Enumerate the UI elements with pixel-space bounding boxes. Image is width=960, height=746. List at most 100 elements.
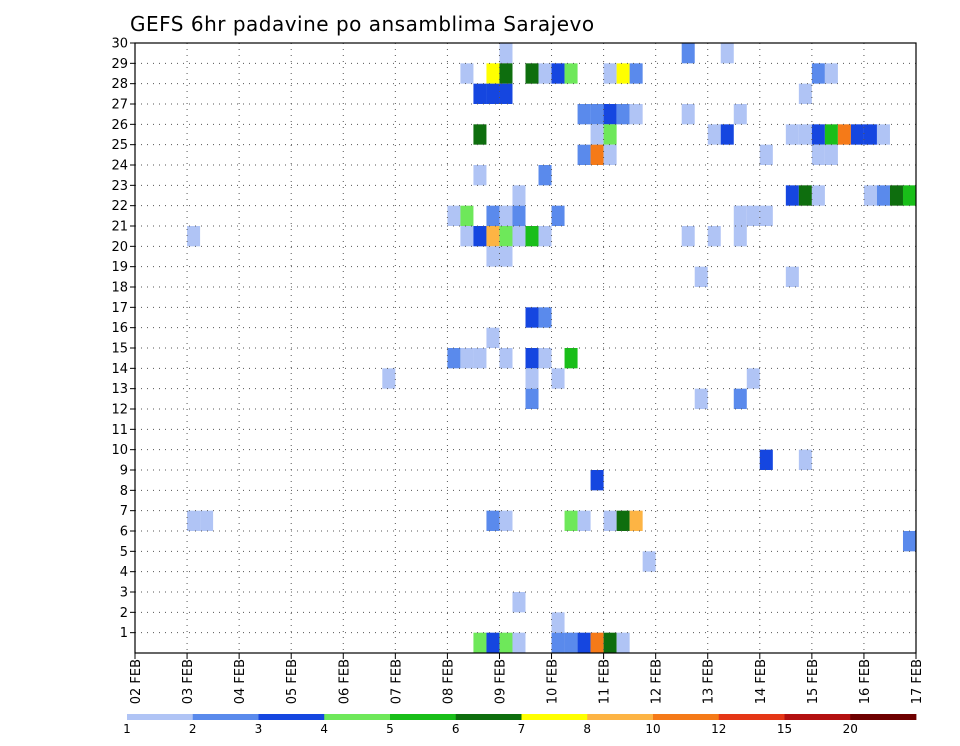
heatmap-cell <box>486 83 500 104</box>
heatmap-cell <box>681 43 695 64</box>
heatmap-cell <box>733 388 747 409</box>
heatmap-cell <box>681 104 695 125</box>
heatmap-cell <box>512 226 526 247</box>
x-tick-label: 04 FEB <box>233 659 248 704</box>
heatmap-cell <box>603 63 617 84</box>
heatmap-cell <box>707 124 721 145</box>
heatmap-cell <box>525 348 539 369</box>
heatmap-cell <box>694 266 708 287</box>
heatmap-cell <box>746 205 760 226</box>
y-tick-label: 8 <box>120 484 128 499</box>
x-tick-label: 10 FEB <box>546 659 561 704</box>
heatmap-cell <box>486 205 500 226</box>
heatmap-cell <box>603 510 617 531</box>
heatmap-cell <box>759 144 773 165</box>
heatmap-cell <box>499 632 513 653</box>
heatmap-cell <box>525 307 539 328</box>
heatmap-cell <box>603 632 617 653</box>
heatmap-cell <box>486 327 500 348</box>
heatmap-cell <box>473 226 487 247</box>
heatmap-cell <box>577 104 591 125</box>
y-tick-label: 25 <box>111 138 128 153</box>
heatmap-cell <box>824 144 838 165</box>
heatmap-cell <box>811 144 825 165</box>
heatmap-cell <box>759 205 773 226</box>
heatmap-cell <box>512 205 526 226</box>
heatmap-cell <box>590 470 604 491</box>
heatmap-cell <box>577 144 591 165</box>
heatmap-cell <box>551 632 565 653</box>
heatmap-cell <box>564 510 578 531</box>
heatmap-cell <box>525 388 539 409</box>
grid-lines <box>135 43 916 653</box>
y-tick-label: 5 <box>120 545 128 560</box>
heatmap-cell <box>564 632 578 653</box>
heatmap-cell <box>564 348 578 369</box>
heatmap-cell <box>473 165 487 186</box>
heatmap-cell <box>577 510 591 531</box>
heatmap-cell <box>538 348 552 369</box>
colorbar-label: 5 <box>386 722 394 736</box>
y-tick-label: 4 <box>120 565 128 580</box>
heatmap-cell <box>187 226 201 247</box>
heatmap-cell <box>200 510 214 531</box>
heatmap-cell <box>499 43 513 64</box>
heatmap-cell <box>733 226 747 247</box>
heatmap-cell <box>603 144 617 165</box>
heatmap-cell <box>603 124 617 145</box>
y-tick-label: 1 <box>120 626 128 641</box>
heatmap-cell <box>499 63 513 84</box>
y-tick-label: 10 <box>111 443 128 458</box>
heatmap-cell <box>460 205 474 226</box>
heatmap-cell <box>759 449 773 470</box>
colorbar-label: 10 <box>645 722 660 736</box>
heatmap-cell <box>525 226 539 247</box>
heatmap-cell <box>733 205 747 226</box>
y-tick-label: 19 <box>111 260 128 275</box>
y-tick-label: 29 <box>111 57 128 72</box>
heatmap-cell <box>707 226 721 247</box>
x-tick-label: 16 FEB <box>858 659 873 704</box>
colorbar-swatch <box>587 714 654 720</box>
heatmap-cell <box>499 348 513 369</box>
heatmap-cell <box>538 63 552 84</box>
colorbar-label: 20 <box>843 722 858 736</box>
heatmap-cell <box>902 531 916 552</box>
y-tick-label: 24 <box>111 159 128 174</box>
y-tick-label: 13 <box>111 382 128 397</box>
y-tick-label: 26 <box>111 118 128 133</box>
y-tick-label: 16 <box>111 321 128 336</box>
y-tick-label: 11 <box>111 423 128 438</box>
colorbar-swatch <box>653 714 720 720</box>
heatmap-cell <box>499 205 513 226</box>
heatmap-cell <box>811 63 825 84</box>
colorbar-swatch <box>521 714 588 720</box>
heatmap-cell <box>538 307 552 328</box>
heatmap-cell <box>798 124 812 145</box>
colorbar-label: 1 <box>123 722 131 736</box>
colorbar-swatch <box>784 714 851 720</box>
heatmap-cell <box>577 632 591 653</box>
y-tick-label: 27 <box>111 98 128 113</box>
heatmap-cell <box>616 104 630 125</box>
chart-title: GEFS 6hr padavine po ansamblima Sarajevo <box>130 12 595 36</box>
x-tick-label: 14 FEB <box>754 659 769 704</box>
heatmap-cell <box>720 124 734 145</box>
heatmap-cell <box>798 449 812 470</box>
x-tick-label: 12 FEB <box>650 659 665 704</box>
heatmap-cell <box>551 368 565 389</box>
heatmap-cell <box>798 185 812 206</box>
colorbar-label: 2 <box>189 722 197 736</box>
y-tick-label: 14 <box>111 362 128 377</box>
heatmap-cell <box>499 83 513 104</box>
heatmap-cell <box>811 124 825 145</box>
heatmap-cell <box>564 63 578 84</box>
heatmap-cell <box>876 185 890 206</box>
y-tick-label: 17 <box>111 301 128 316</box>
heatmap-cell <box>525 368 539 389</box>
heatmap-cell <box>811 185 825 206</box>
y-axis: 1234567891011121314151617181920212223242… <box>111 37 135 641</box>
heatmap-cell <box>460 63 474 84</box>
heatmap-cell <box>837 124 851 145</box>
